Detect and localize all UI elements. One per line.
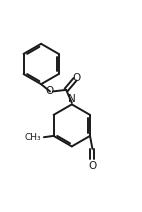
Text: O: O: [46, 86, 54, 96]
Text: N: N: [68, 93, 76, 104]
Text: O: O: [72, 73, 81, 83]
Text: O: O: [88, 161, 97, 171]
Text: CH₃: CH₃: [25, 133, 41, 142]
